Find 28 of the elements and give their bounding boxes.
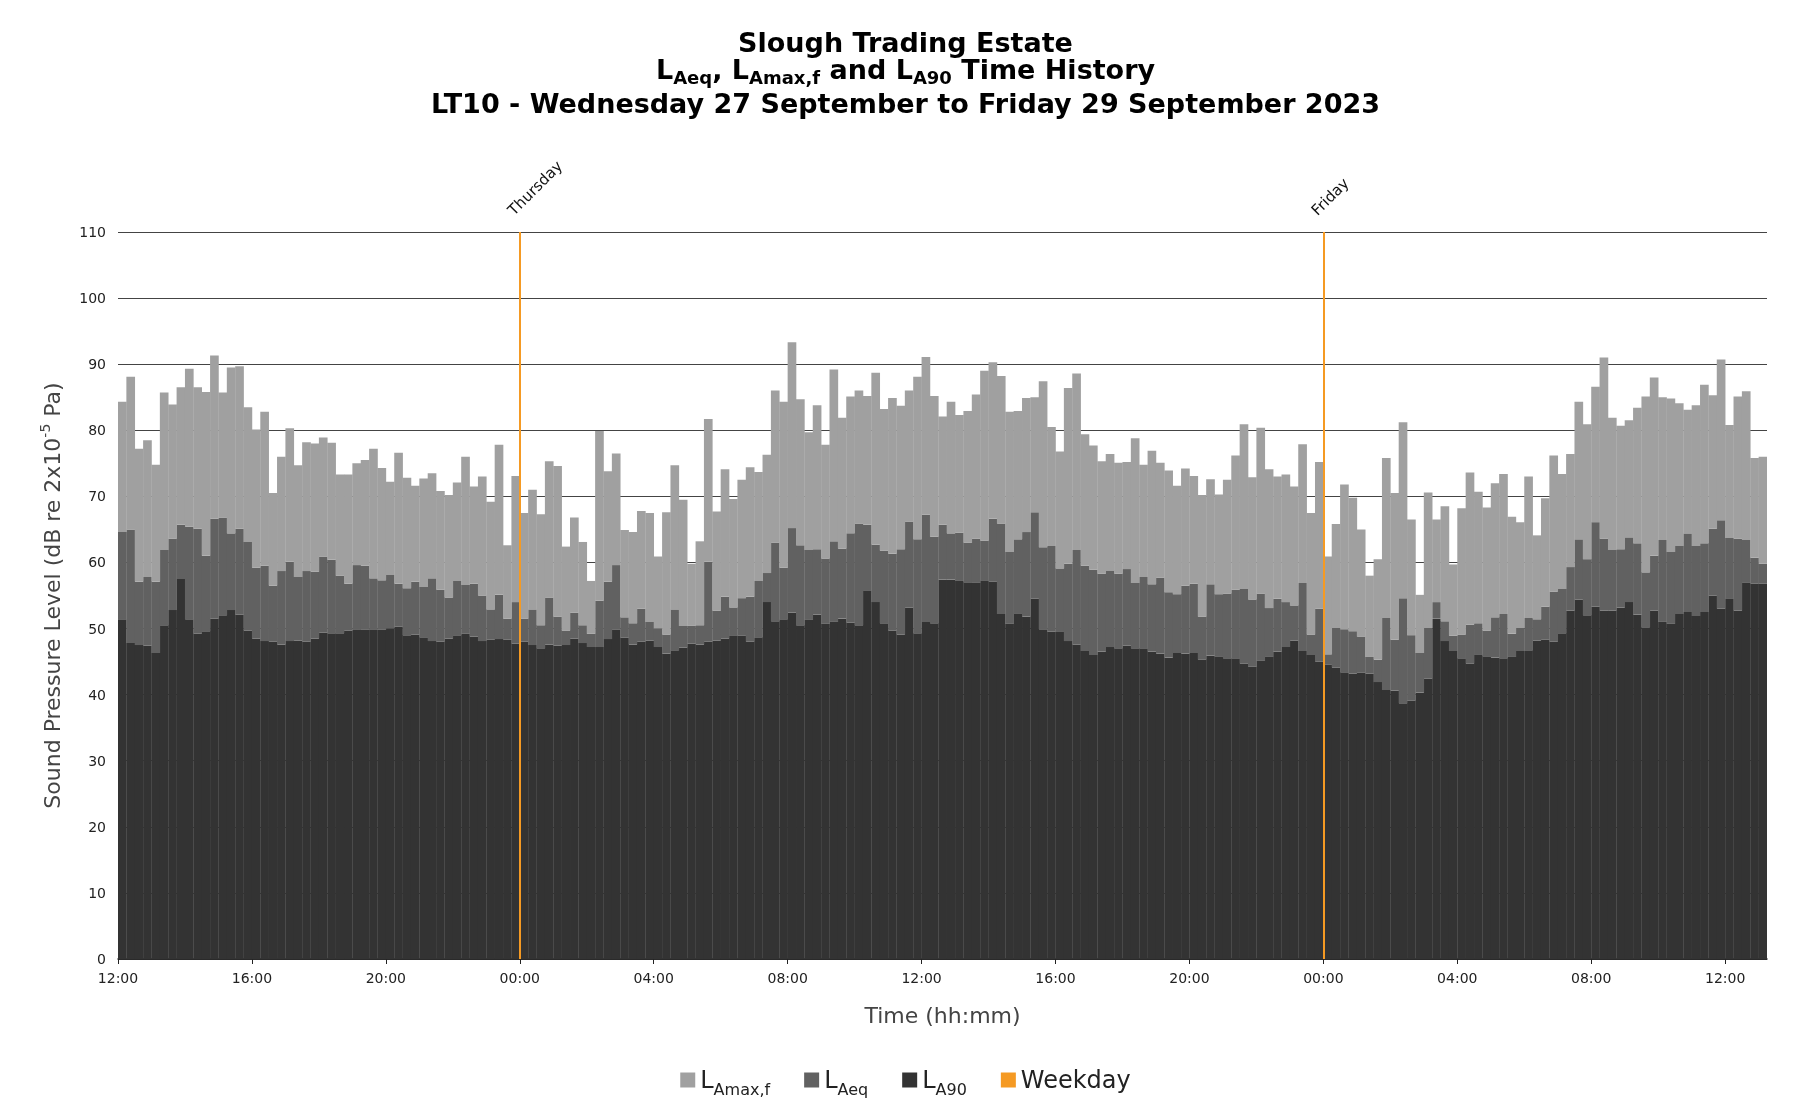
y-tick-label: 50 bbox=[88, 620, 106, 637]
y-axis-title: Sound Pressure Level (dB re 2x10-5 Pa) bbox=[37, 382, 65, 809]
y-tick-label: 40 bbox=[88, 686, 106, 703]
y-tick-label: 80 bbox=[88, 422, 106, 439]
y-tick-label: 20 bbox=[88, 818, 106, 835]
x-tick-label: 00:00 bbox=[499, 970, 540, 986]
x-tick-label: 12:00 bbox=[97, 970, 139, 986]
x-tick-label: 08:00 bbox=[767, 970, 808, 986]
y-tick-label: 100 bbox=[79, 290, 106, 307]
x-tick-label: 08:00 bbox=[1571, 970, 1612, 986]
x-tick-label: 16:00 bbox=[1035, 970, 1076, 986]
y-tick-label: 0 bbox=[97, 951, 106, 967]
x-axis-title: Time (hh:mm) bbox=[863, 1002, 1021, 1028]
y-tick-label: 10 bbox=[88, 884, 106, 901]
x-tick-label: 20:00 bbox=[1169, 970, 1210, 986]
x-tick-label: 04:00 bbox=[633, 970, 674, 986]
x-tick-label: 12:00 bbox=[901, 970, 942, 986]
legend-label: Weekday bbox=[1020, 1066, 1131, 1094]
x-tick-label: 12:00 bbox=[1704, 970, 1746, 986]
y-tick-label: 60 bbox=[88, 554, 106, 571]
x-tick-label: 20:00 bbox=[365, 970, 407, 986]
y-tick-label: 110 bbox=[79, 224, 106, 240]
y-tick-label: 30 bbox=[88, 752, 106, 769]
x-tick-label: 00:00 bbox=[1303, 970, 1344, 986]
y-tick-label: 70 bbox=[88, 488, 106, 505]
x-tick-label: 16:00 bbox=[231, 970, 273, 986]
y-tick-label: 90 bbox=[88, 356, 106, 373]
x-tick-label: 04:00 bbox=[1437, 970, 1478, 986]
